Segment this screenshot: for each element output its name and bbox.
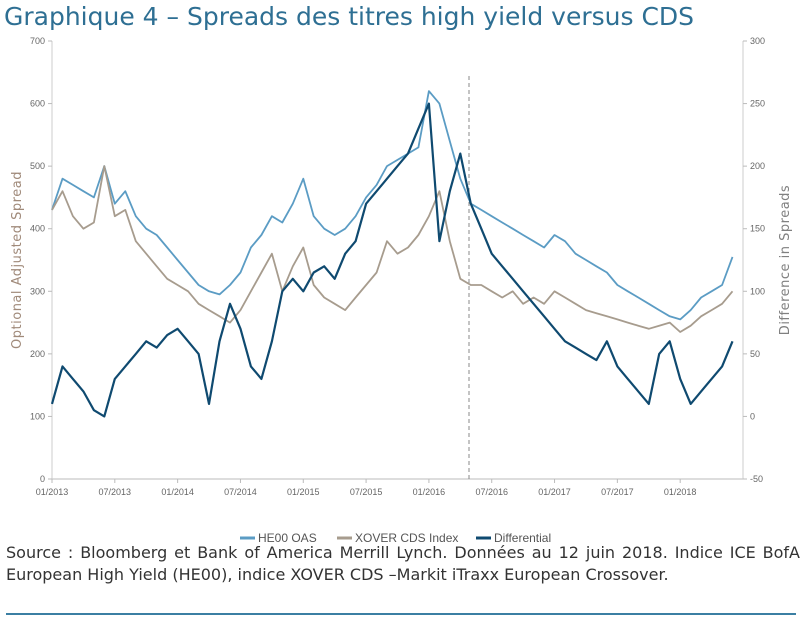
left-tick-label: 700 xyxy=(30,36,45,46)
x-tick-label: 01/2017 xyxy=(538,487,571,497)
right-tick-label: 150 xyxy=(750,224,765,234)
chart: 0 100 200 300 400 500 600 700 -50 0 50 100 150 200 25… xyxy=(10,36,793,542)
x-tick-label: 01/2016 xyxy=(413,487,446,497)
right-tick-label: 300 xyxy=(750,36,765,46)
right-tick-label: 50 xyxy=(750,349,760,359)
x-tick-label: 01/2014 xyxy=(161,487,194,497)
left-tick-label: 600 xyxy=(30,99,45,109)
right-tick-label: -50 xyxy=(750,474,763,484)
x-tick-label: 07/2014 xyxy=(224,487,257,497)
series-line-he00-oas xyxy=(51,90,734,321)
left-tick-label: 400 xyxy=(30,224,45,234)
x-axis-ticks: 01/2013 07/2013 01/2014 07/2014 01/2015 07/20… xyxy=(36,479,697,497)
right-tick-label: 100 xyxy=(750,286,765,296)
x-tick-label: 07/2013 xyxy=(99,487,132,497)
legend: HE00 OAS XOVER CDS Index Differential xyxy=(240,531,551,542)
x-tick-label: 01/2015 xyxy=(287,487,320,497)
left-axis-ticks: 0 100 200 300 400 500 600 700 xyxy=(30,36,52,484)
source-note: Source : Bloomberg et Bank of America Me… xyxy=(6,543,800,584)
legend-label-xover-cds: XOVER CDS Index xyxy=(355,531,458,542)
series-lines xyxy=(50,90,734,418)
x-tick-label: 07/2015 xyxy=(350,487,383,497)
right-axis-ticks: -50 0 50 100 150 200 250 300 xyxy=(743,36,765,484)
x-tick-label: 07/2017 xyxy=(601,487,634,497)
left-axis-title: Optional Adjusted Spread xyxy=(10,171,25,349)
left-tick-label: 0 xyxy=(40,474,45,484)
left-tick-label: 100 xyxy=(30,411,45,421)
series-line-differential xyxy=(50,102,734,418)
x-tick-label: 01/2018 xyxy=(664,487,697,497)
bottom-rule xyxy=(6,613,796,615)
chart-title: Graphique 4 – Spreads des titres high yi… xyxy=(4,2,695,31)
left-tick-label: 200 xyxy=(30,349,45,359)
x-tick-label: 01/2013 xyxy=(36,487,69,497)
right-tick-label: 200 xyxy=(750,161,765,171)
left-tick-label: 500 xyxy=(30,161,45,171)
plot-area xyxy=(51,41,744,480)
x-tick-label: 07/2016 xyxy=(475,487,508,497)
series-line-xover-cds-index xyxy=(51,165,734,333)
right-axis-title: Difference in Spreads xyxy=(778,185,793,335)
right-tick-label: 0 xyxy=(750,411,755,421)
left-tick-label: 300 xyxy=(30,286,45,296)
right-tick-label: 250 xyxy=(750,99,765,109)
legend-label-differential: Differential xyxy=(494,531,551,542)
legend-label-he00-oas: HE00 OAS xyxy=(258,531,317,542)
